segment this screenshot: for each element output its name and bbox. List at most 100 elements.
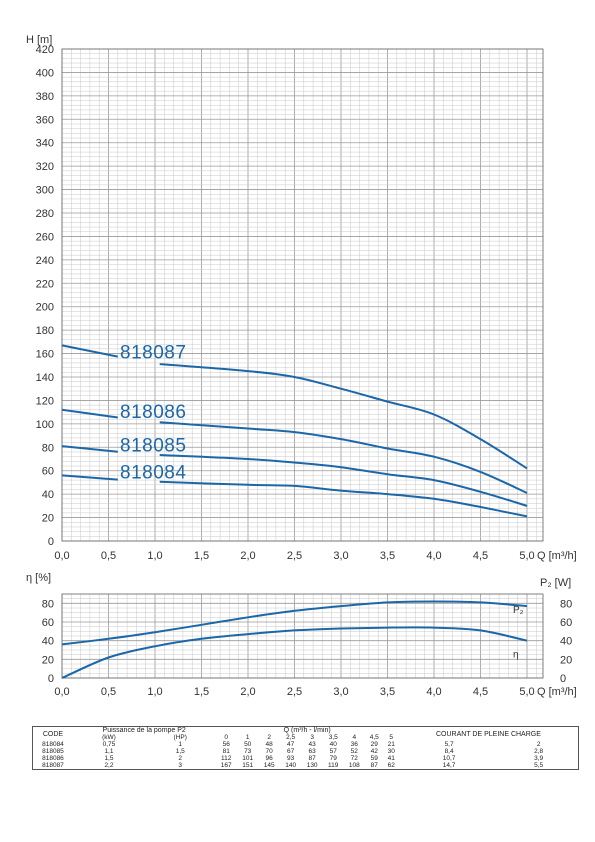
table-cell: 145 xyxy=(258,762,280,770)
flow-column-header: 3 xyxy=(310,734,314,741)
flow-column-header: 2,5 xyxy=(286,734,296,741)
code-header: CODE xyxy=(31,726,73,741)
table-cell: 81 xyxy=(222,748,230,755)
flow-column-header: 4 xyxy=(352,734,357,741)
head-x-axis-label: Q [m³/h] xyxy=(537,550,577,562)
hp-header: (HP) xyxy=(173,734,187,741)
x-tick-label: 1,5 xyxy=(194,686,209,698)
efficiency-curves: P₂ η xyxy=(61,600,528,679)
efficiency-tick-label: 60 xyxy=(42,617,54,629)
power-tick-label: 20 xyxy=(560,654,572,666)
y-tick-label: 120 xyxy=(36,395,54,407)
table-cell: 818086 xyxy=(31,755,73,762)
efficiency-axis-label: η [%] xyxy=(26,572,51,584)
flow-column-header: 3,5 xyxy=(328,734,338,741)
table-row: 818085 1,1 1,5 81 73 70 67 63 57 52 42 30 8,4 2,8 xyxy=(31,748,580,755)
flow-column-header: 1 xyxy=(245,734,250,741)
x-tick-label: 0,0 xyxy=(54,550,69,562)
power-tick-label: 0 xyxy=(560,673,566,685)
table-cell: 93 xyxy=(287,755,295,762)
x-tick-label: 2,5 xyxy=(287,686,302,698)
x-tick-label: 5,0 xyxy=(519,550,534,562)
table-cell: 67 xyxy=(287,748,295,755)
head-curve-818084 xyxy=(159,480,528,518)
table-cell: 79 xyxy=(329,755,337,762)
table-cell: 43 xyxy=(308,741,316,748)
table-cell: 62 xyxy=(383,762,399,770)
table-cell: 1,5 xyxy=(175,748,185,755)
table-cell: 1,1 xyxy=(104,748,114,755)
table-cell: 48 xyxy=(265,741,273,748)
table-cell: 50 xyxy=(244,741,252,748)
x-tick-label: 3,5 xyxy=(380,686,395,698)
x-tick-label: 3,0 xyxy=(333,550,348,562)
table-cell: 87 xyxy=(308,755,316,762)
efficiency-tick-label: 20 xyxy=(42,654,54,666)
flow-column-header: 0 xyxy=(224,734,228,741)
x-tick-label: 1,5 xyxy=(194,550,209,562)
x-tick-label: 2,0 xyxy=(240,686,255,698)
head-flow-chart: 0 20 40 60 80 100 120 140 160 180 200 220 240 260 280 3… xyxy=(26,34,577,562)
curve-label-818087: 818087 xyxy=(120,342,186,363)
y-tick-label: 400 xyxy=(36,67,54,79)
x-tick-label: 4,0 xyxy=(426,686,441,698)
table-cell: 108 xyxy=(343,762,366,770)
efficiency-power-chart: 0 0 20 20 40 40 60 60 80 80 0,0 0,5 1,0 1,5 2,0 2,5 3,0 3… xyxy=(26,572,577,698)
power-tick-label: 80 xyxy=(560,598,572,610)
head-curve-start-818085 xyxy=(61,445,118,453)
x-tick-label: 4,5 xyxy=(473,686,488,698)
table-cell: 72 xyxy=(350,755,358,762)
y-tick-label: 20 xyxy=(42,513,54,525)
head-axis-label: H [m] xyxy=(26,34,52,46)
x-tick-label: 5,0 xyxy=(519,686,534,698)
y-tick-label: 420 xyxy=(36,44,54,56)
y-tick-label: 280 xyxy=(36,208,54,220)
table-cell: 818085 xyxy=(31,748,73,755)
table-cell: 167 xyxy=(215,762,237,770)
x-tick-label: 1,0 xyxy=(147,686,162,698)
curve-label-power: P₂ xyxy=(513,605,524,616)
table-cell: 2,2 xyxy=(72,762,145,770)
plot-frame xyxy=(61,593,544,679)
table-cell: 2,8 xyxy=(499,748,580,755)
pump-data-table: CODE Puissance de la pompe P2 Q (m³/h - … xyxy=(31,726,580,770)
table-cell: 42 xyxy=(370,748,378,755)
table-cell: 47 xyxy=(287,741,295,748)
table-cell: 3,9 xyxy=(499,755,580,762)
table-cell: 119 xyxy=(322,762,344,770)
y-tick-label: 360 xyxy=(36,114,54,126)
x-tick-label: 4,0 xyxy=(426,550,441,562)
table-cell: 5,7 xyxy=(444,741,454,748)
table-cell: 8,4 xyxy=(444,748,454,755)
power-header: Puissance de la pompe P2 xyxy=(72,726,216,734)
y-tick-label: 340 xyxy=(36,138,54,150)
table-cell: 1,5 xyxy=(104,755,114,762)
y-tick-label: 60 xyxy=(42,466,54,478)
table-cell: 3 xyxy=(145,762,216,770)
table-cell: 818087 xyxy=(31,762,73,770)
x-tick-label: 0,5 xyxy=(101,686,116,698)
efficiency-chart-ticks: 0 0 20 20 40 40 60 60 80 80 0,0 0,5 1,0 1,5 2,0 2,5 3,0 3… xyxy=(42,598,573,698)
curve-label-818086: 818086 xyxy=(120,402,186,423)
head-curve-818087 xyxy=(159,363,528,470)
head-curve-start-818084 xyxy=(61,474,118,481)
y-tick-label: 320 xyxy=(36,161,54,173)
table-cell: 40 xyxy=(329,741,337,748)
table-cell: 818084 xyxy=(31,741,73,748)
y-tick-label: 140 xyxy=(36,372,54,384)
table-row: 818086 1,5 2 112 101 96 93 87 79 72 59 41 10,7 3,9 xyxy=(31,755,580,762)
efficiency-tick-label: 80 xyxy=(42,598,54,610)
table-cell: 21 xyxy=(387,741,395,748)
table-cell: 130 xyxy=(301,762,323,770)
x-tick-label: 3,5 xyxy=(380,550,395,562)
table-body: 818084 0,75 1 56 50 48 47 43 40 36 29 21 5,7 2 818085 1… xyxy=(31,741,580,770)
y-tick-label: 40 xyxy=(42,489,54,501)
x-tick-label: 1,0 xyxy=(147,550,162,562)
table-row: 818087 2,2 3 167 151 145 140 130 119 108 87 62 14,7 5… xyxy=(31,762,580,770)
y-tick-label: 240 xyxy=(36,255,54,267)
x-tick-label: 0,5 xyxy=(101,550,116,562)
x-tick-label: 4,5 xyxy=(473,550,488,562)
table-cell: 57 xyxy=(329,748,337,755)
efficiency-tick-label: 0 xyxy=(48,673,54,685)
curve-power xyxy=(61,600,528,646)
